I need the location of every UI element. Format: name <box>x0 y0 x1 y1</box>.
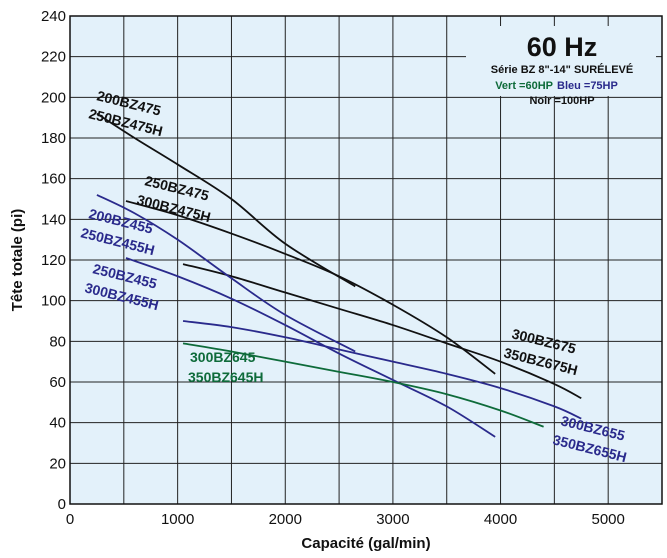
x-tick-label: 0 <box>66 511 74 528</box>
legend-blue-text: Bleu =75HP <box>557 80 618 92</box>
plot-frame <box>69 15 663 505</box>
x-tick-label: 2000 <box>269 511 302 528</box>
y-tick-label: 0 <box>58 496 66 513</box>
x-axis-title: Capacité (gal/min) <box>301 535 430 552</box>
legend-black-text: Noir =100HP <box>529 95 594 107</box>
y-tick-label: 60 <box>49 374 66 391</box>
legend-series-line: Série BZ 8"-14" SURÉLEVÉ <box>491 63 633 76</box>
y-tick-label: 180 <box>41 130 66 147</box>
y-tick-label: 140 <box>41 211 66 228</box>
tick-labels: 0 20 40 60 80 100 120 140 160 180 200 220 240 0 1000 20… <box>41 8 625 528</box>
x-tick-label: 4000 <box>484 511 517 528</box>
y-tick-label: 160 <box>41 171 66 188</box>
legend: 60 Hz Série BZ 8"-14" SURÉLEVÉ Vert =60H… <box>466 26 656 107</box>
x-tick-label: 1000 <box>161 511 194 528</box>
y-tick-label: 80 <box>49 333 66 350</box>
legend-green-text: Vert =60HP <box>495 80 553 92</box>
x-tick-label: 5000 <box>591 511 624 528</box>
curve-line <box>182 342 544 428</box>
curves <box>96 112 582 438</box>
y-tick-label: 220 <box>41 49 66 66</box>
curve-line <box>96 194 356 353</box>
curve-line <box>182 263 582 400</box>
curve-line <box>96 112 356 288</box>
y-axis-title: Tête totale (pi) <box>9 209 26 312</box>
x-tick-label: 3000 <box>376 511 409 528</box>
y-tick-label: 240 <box>41 8 66 25</box>
legend-frequency: 60 Hz <box>527 32 598 62</box>
y-tick-label: 40 <box>49 415 66 432</box>
curve-line <box>125 200 496 375</box>
y-tick-label: 120 <box>41 252 66 269</box>
grid <box>69 15 663 505</box>
y-tick-label: 20 <box>49 455 66 472</box>
y-tick-label: 200 <box>41 89 66 106</box>
curve-label: 300BZ645 <box>190 349 256 365</box>
curve-line <box>182 320 582 420</box>
y-tick-label: 100 <box>41 293 66 310</box>
curve-label: 350BZ645H <box>188 369 264 385</box>
legend-background <box>466 26 656 96</box>
curve-line <box>125 257 496 438</box>
